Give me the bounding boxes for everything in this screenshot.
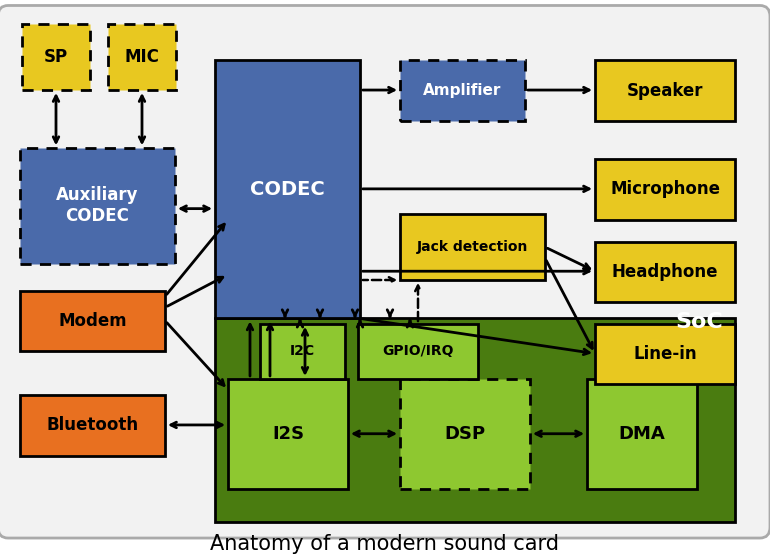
Text: I2C: I2C	[290, 344, 315, 358]
Text: Modem: Modem	[59, 312, 127, 330]
Bar	[595, 159, 735, 220]
Text: Anatomy of a modern sound card: Anatomy of a modern sound card	[210, 534, 560, 553]
FancyBboxPatch shape	[0, 6, 770, 538]
Text: Microphone: Microphone	[610, 180, 720, 198]
Bar	[400, 60, 525, 121]
Bar	[595, 241, 735, 302]
Text: SoC: SoC	[675, 311, 723, 332]
Bar	[595, 324, 735, 384]
Bar	[358, 324, 478, 379]
Text: CODEC: CODEC	[250, 180, 325, 199]
Text: Headphone: Headphone	[611, 263, 718, 281]
Text: MIC: MIC	[125, 48, 159, 66]
Bar	[215, 60, 360, 319]
Bar	[228, 379, 348, 489]
Text: SP: SP	[44, 48, 68, 66]
Text: Amplifier: Amplifier	[424, 83, 502, 98]
Text: GPIO/IRQ: GPIO/IRQ	[382, 344, 454, 358]
Text: DSP: DSP	[444, 424, 486, 443]
Bar	[20, 291, 165, 351]
Bar	[595, 60, 735, 121]
Text: Line-in: Line-in	[633, 345, 697, 363]
Text: I2S: I2S	[272, 424, 304, 443]
Bar	[400, 379, 530, 489]
Text: Auxiliary
CODEC: Auxiliary CODEC	[56, 186, 139, 225]
Text: DMA: DMA	[618, 424, 665, 443]
Bar	[20, 395, 165, 456]
Bar	[587, 379, 697, 489]
Text: Bluetooth: Bluetooth	[46, 417, 139, 435]
Bar	[20, 148, 175, 264]
Bar	[22, 24, 90, 90]
Bar	[260, 324, 345, 379]
Bar	[400, 214, 545, 280]
Text: Jack detection: Jack detection	[417, 240, 528, 254]
Bar	[215, 319, 735, 521]
Bar	[108, 24, 176, 90]
Text: Speaker: Speaker	[627, 82, 703, 100]
